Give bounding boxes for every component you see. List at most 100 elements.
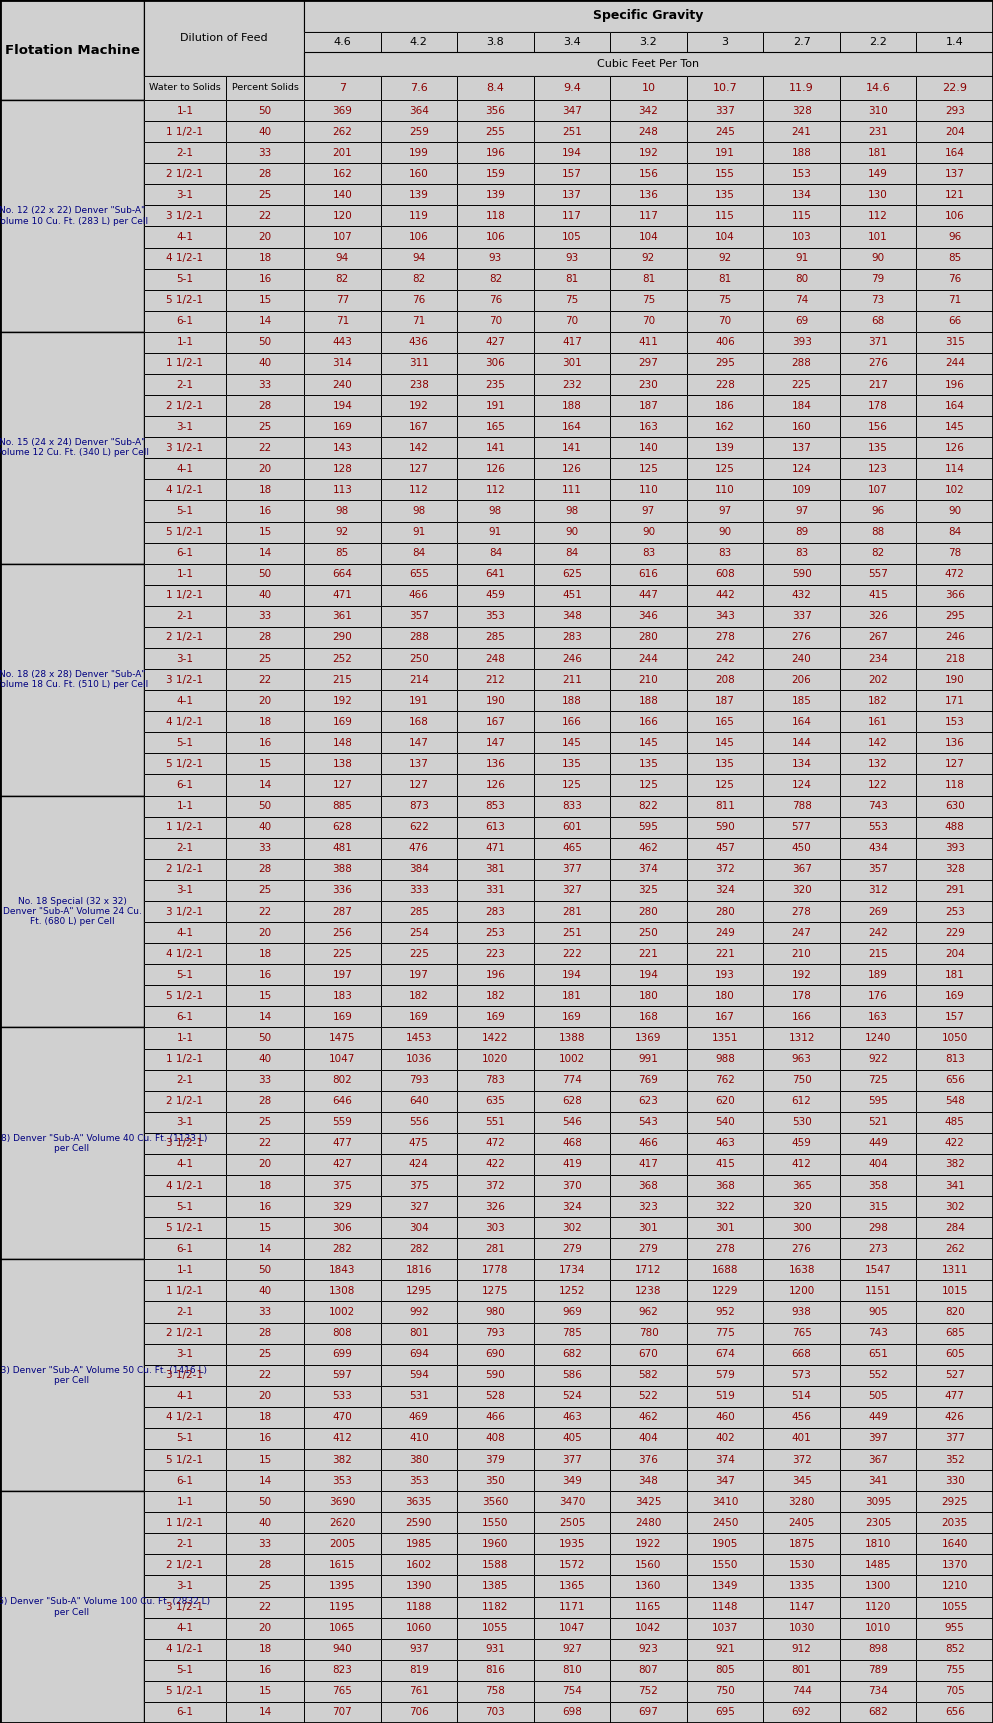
Bar [304,417,380,438]
Bar [533,1091,611,1111]
Bar [380,1260,457,1280]
Bar [144,858,226,880]
Text: 187: 187 [638,401,658,410]
Bar [917,858,993,880]
Bar [611,1280,687,1301]
Bar [840,1385,917,1408]
Bar [226,1428,304,1449]
Bar [380,1490,457,1513]
Text: 801: 801 [791,1666,811,1675]
Text: 301: 301 [562,358,582,369]
Text: 11.9: 11.9 [789,83,814,93]
Text: 1349: 1349 [712,1582,739,1590]
Bar [380,479,457,500]
Bar [764,1408,840,1428]
Text: 115: 115 [791,210,811,221]
Bar [611,1365,687,1385]
Bar [380,248,457,269]
Text: 204: 204 [945,126,964,136]
Bar [533,1554,611,1575]
Bar [917,248,993,269]
Text: 411: 411 [638,338,658,348]
Bar [457,1385,533,1408]
Bar [226,1132,304,1154]
Text: 1390: 1390 [406,1582,432,1590]
Bar [687,753,764,775]
Text: 6-1: 6-1 [177,1475,194,1485]
Text: 922: 922 [868,1054,888,1065]
Bar [457,1196,533,1216]
Text: 246: 246 [562,653,582,663]
Text: 231: 231 [868,126,888,136]
Bar [304,1344,380,1365]
Bar [380,1154,457,1175]
Bar [380,248,457,269]
Text: 183: 183 [333,991,353,1001]
Bar [457,543,533,563]
Text: 324: 324 [562,1201,582,1211]
Text: 367: 367 [791,865,811,874]
Bar [611,691,687,712]
Bar [687,164,764,184]
Bar [764,1049,840,1070]
Bar [304,184,380,205]
Bar [144,353,226,374]
Bar [226,712,304,732]
Text: 163: 163 [638,422,658,432]
Bar [226,1280,304,1301]
Bar [611,226,687,248]
Bar [764,880,840,901]
Bar [611,1154,687,1175]
Bar [611,606,687,627]
Bar [144,1049,226,1070]
Text: 107: 107 [868,484,888,495]
Bar [533,1216,611,1239]
Text: 4 1/2-1: 4 1/2-1 [167,1644,204,1654]
Text: 457: 457 [715,843,735,853]
Bar [226,732,304,753]
Bar [917,500,993,522]
Bar [226,669,304,691]
Bar [226,965,304,986]
Text: 215: 215 [333,675,353,684]
Bar [687,1449,764,1470]
Bar [144,1618,226,1639]
Bar [457,353,533,374]
Bar [457,1575,533,1597]
Text: 16: 16 [258,970,272,980]
Bar [917,1428,993,1449]
Text: No. 18 (28 x 28) Denver "Sub-A"
Volume 18 Cu. Ft. (510 L) per Cell: No. 18 (28 x 28) Denver "Sub-A" Volume 1… [0,670,149,689]
Text: 96: 96 [872,507,885,515]
Bar [304,1702,380,1723]
Bar [917,1408,993,1428]
Bar [611,648,687,669]
Bar [840,1470,917,1490]
Text: 14.6: 14.6 [866,83,891,93]
Bar [840,732,917,753]
Text: 1422: 1422 [483,1034,508,1042]
Bar [226,986,304,1006]
Text: 33: 33 [258,1308,272,1316]
Text: 1065: 1065 [329,1623,355,1633]
Bar [687,837,764,858]
Bar [304,100,380,121]
Bar [917,1091,993,1111]
Bar [226,1408,304,1428]
Text: 242: 242 [868,927,888,937]
Bar [304,1449,380,1470]
Bar [917,289,993,310]
Text: 135: 135 [562,758,582,768]
Bar [533,1385,611,1408]
Bar [380,880,457,901]
Text: 2620: 2620 [329,1518,355,1528]
Text: 222: 222 [562,949,582,958]
Text: 25: 25 [258,190,272,200]
Text: 822: 822 [638,801,658,812]
Text: 33: 33 [258,148,272,159]
Text: 612: 612 [791,1096,811,1106]
Bar [687,1323,764,1344]
Text: 20: 20 [258,696,271,706]
Text: 137: 137 [944,169,964,179]
Bar [687,1239,764,1260]
Bar [533,1470,611,1490]
